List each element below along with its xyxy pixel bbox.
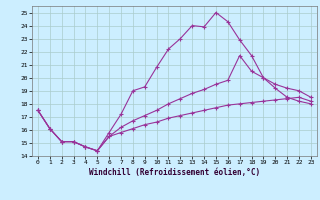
X-axis label: Windchill (Refroidissement éolien,°C): Windchill (Refroidissement éolien,°C)	[89, 168, 260, 177]
